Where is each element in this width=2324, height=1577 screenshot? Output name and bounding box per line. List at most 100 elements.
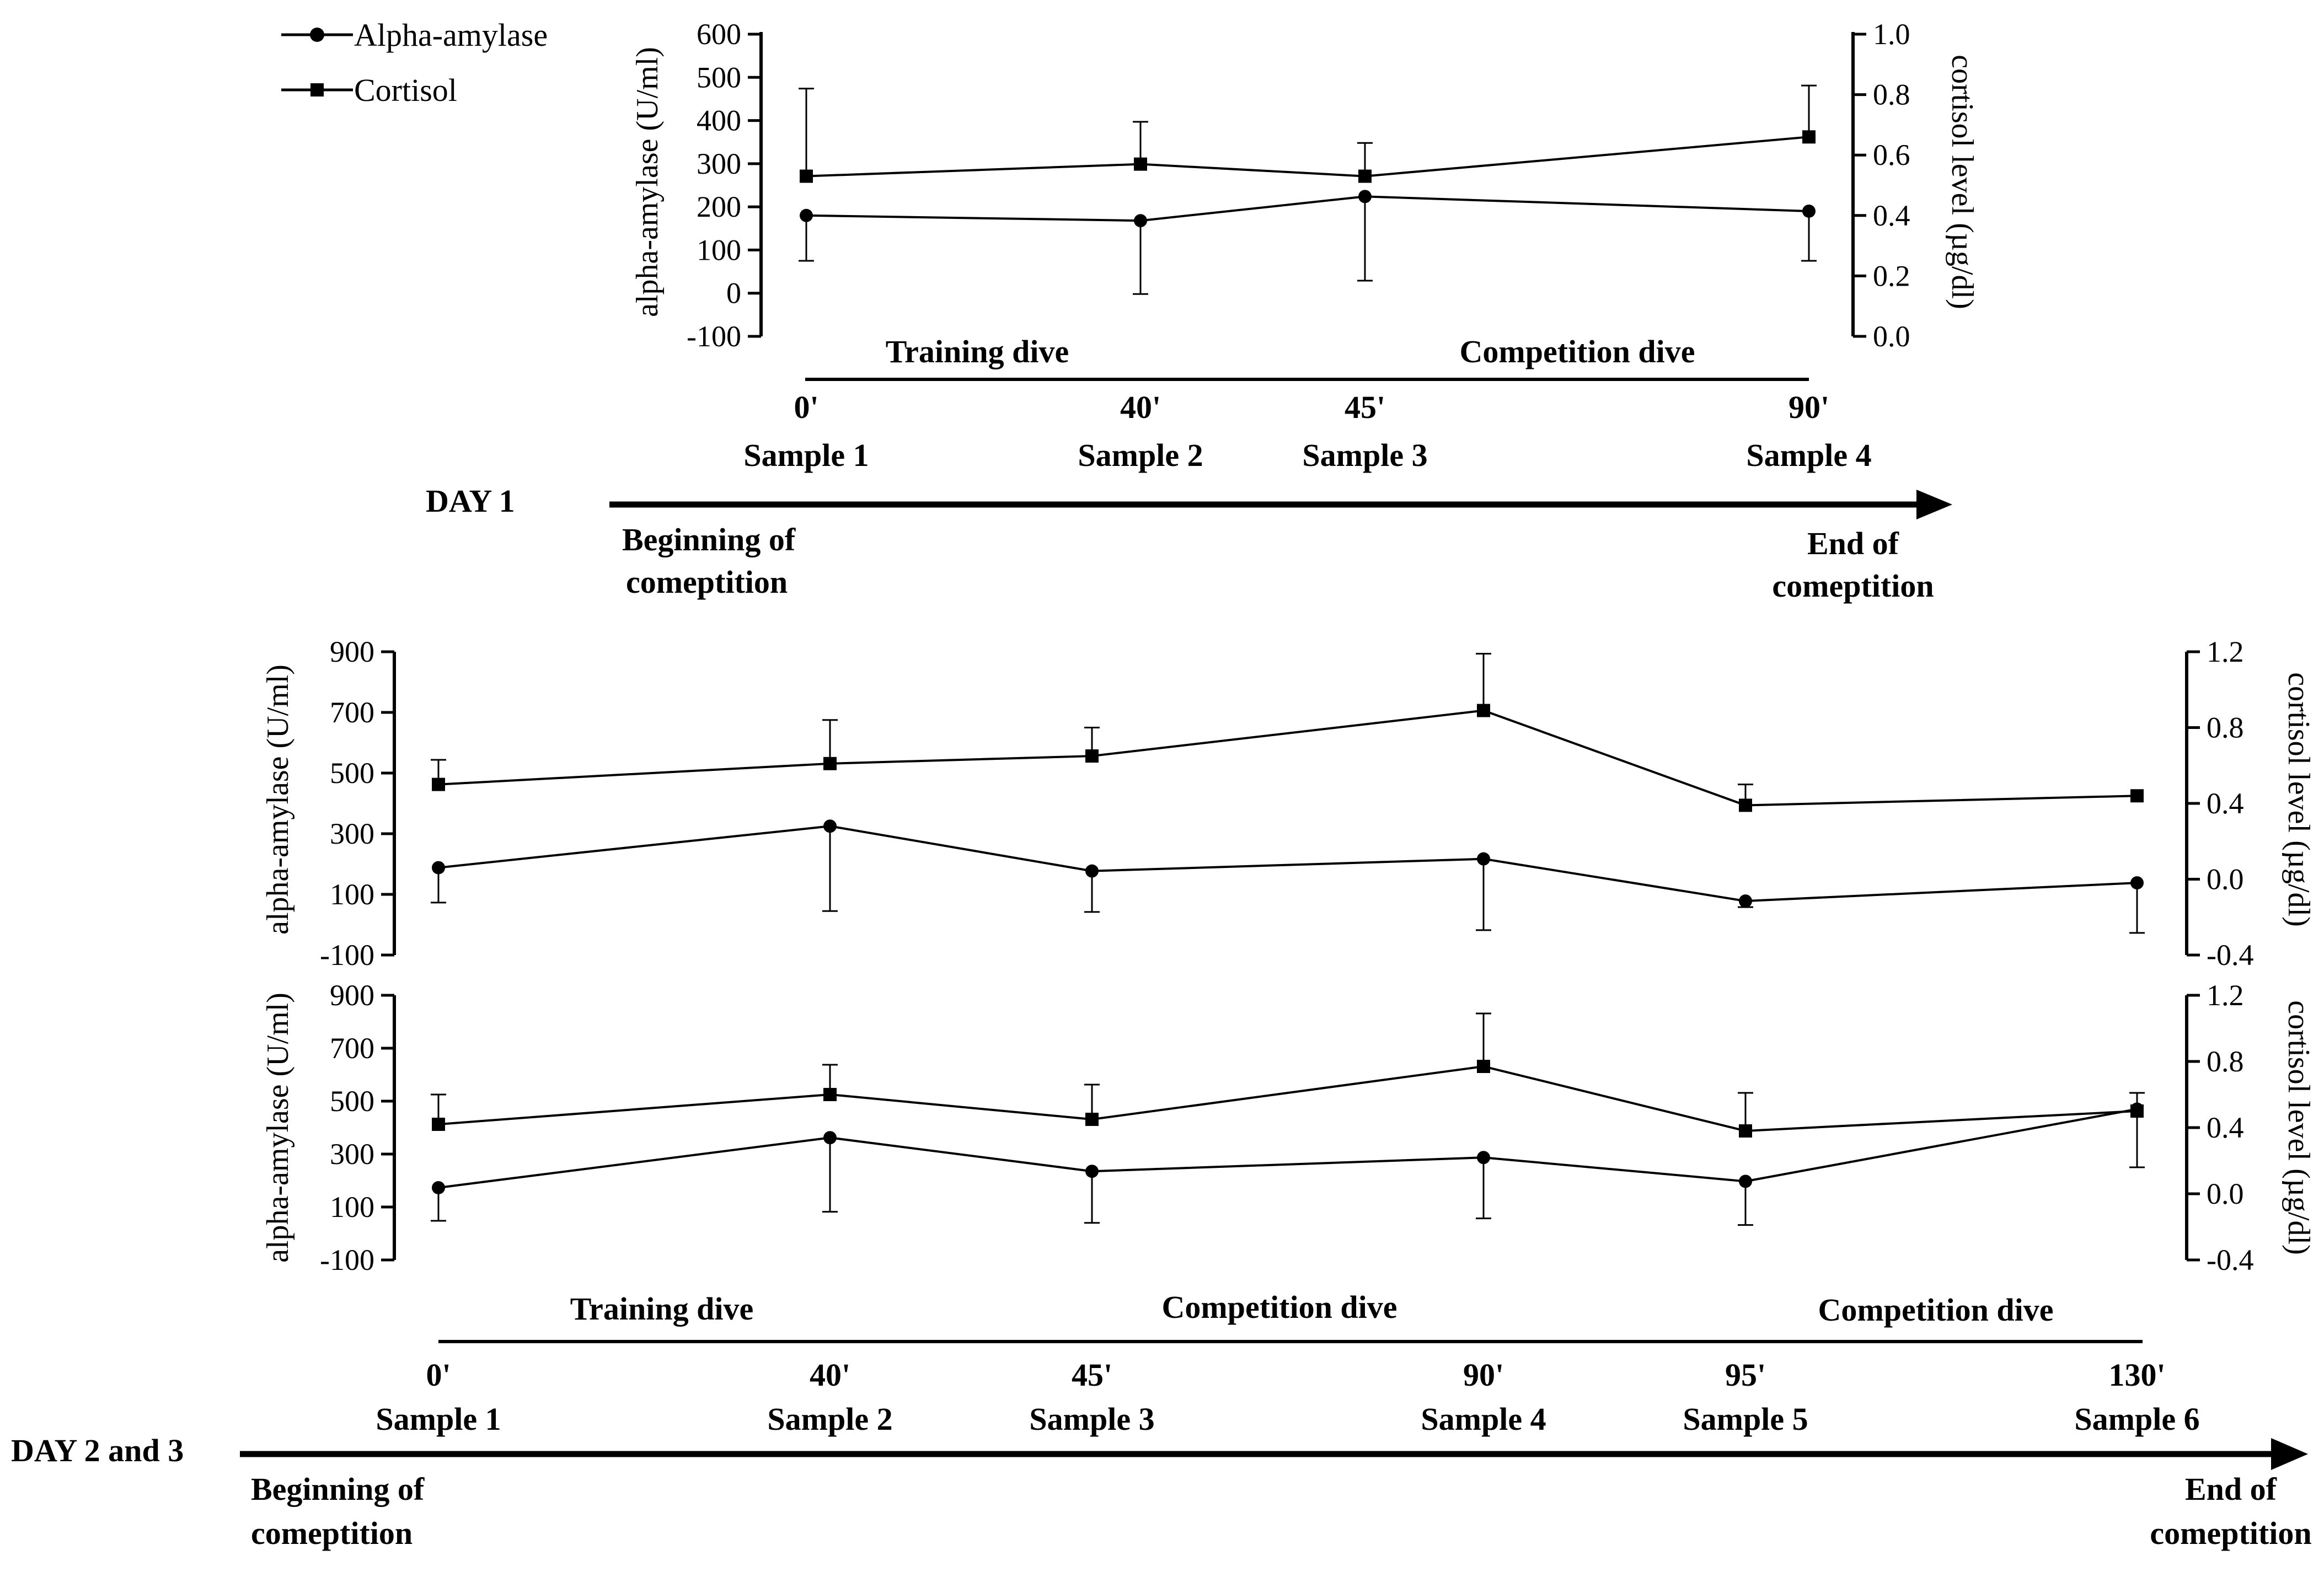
day2-left-tick-label-5: -100 <box>320 938 374 972</box>
day2-cortisol-point-1 <box>823 757 837 770</box>
day2-panel: 900 700 500 300 100 -100 1.2 0.8 0.4 0.0 -0.4 alp… <box>261 635 2316 972</box>
day2-alpha-point-0 <box>432 861 445 875</box>
day3-left-tick-label-4: 100 <box>330 1190 374 1224</box>
day2-left-tick-label-2: 500 <box>330 757 374 790</box>
day1-start-line-2: comeptition <box>626 564 788 600</box>
day3-left-tick-label-2: 500 <box>330 1085 374 1118</box>
day3-right-tick-label-3: 0.0 <box>2207 1177 2244 1210</box>
day1-left-tick-label-2: 400 <box>697 104 741 137</box>
day1-right-tick-label-2: 0.6 <box>1873 138 1910 171</box>
day2-cortisol-point-5 <box>2130 789 2144 803</box>
day2-right-tick-label-2: 0.4 <box>2207 787 2244 820</box>
day3-time-label-2: 45' <box>1072 1357 1112 1393</box>
day2-alpha-point-4 <box>1739 894 1752 908</box>
day1-alpha-line <box>806 195 1809 222</box>
day1-time-label-3: 90' <box>1788 389 1829 425</box>
day1-ylabel-right: cortisol level (µg/dl) <box>1945 55 1979 309</box>
day2-alpha-point-3 <box>1477 852 1490 866</box>
day2-cortisol-line <box>438 709 2138 807</box>
legend-alpha-label: Alpha-amylase <box>354 17 548 53</box>
day2-left-tick-label-0: 900 <box>330 635 374 668</box>
day1-start-line-1: Beginning of <box>622 522 796 557</box>
day3-cortisol-point-5 <box>2130 1104 2144 1118</box>
day2-right-tick-label-3: 0.0 <box>2207 863 2244 896</box>
day2-alpha-point-5 <box>2130 876 2144 890</box>
day3-time-label-4: 95' <box>1725 1357 1766 1393</box>
day2-right-tick-label-0: 1.2 <box>2207 635 2244 668</box>
day2-cortisol-point-3 <box>1477 704 1490 717</box>
day3-ylabel-right: cortisol level (µg/dl) <box>2282 1000 2316 1254</box>
day1-right-tick-label-5: 0.0 <box>1873 320 1910 353</box>
day3-end-line-2: comeptition <box>2150 1515 2311 1551</box>
day2-ylabel-right: cortisol level (µg/dl) <box>2282 672 2316 926</box>
day1-cortisol-line <box>806 136 1809 178</box>
day1-phase-training: Training dive <box>886 334 1069 369</box>
day2-right-tick-label-1: 0.8 <box>2207 711 2244 744</box>
day1-arrowhead <box>1916 490 1952 519</box>
day3-left-tick-label-5: -100 <box>320 1243 374 1276</box>
day2-left-tick-label-3: 300 <box>330 817 374 850</box>
day3-cortisol-point-1 <box>823 1088 837 1101</box>
day1-left-tick-label-5: 100 <box>697 233 741 266</box>
day2-cortisol-point-0 <box>432 777 445 791</box>
day1-right-tick-label-1: 0.8 <box>1873 78 1910 111</box>
day2-alpha-point-1 <box>823 819 837 833</box>
day3-sample-label-2: Sample 3 <box>1029 1401 1154 1437</box>
day3-right-tick-label-2: 0.4 <box>2207 1111 2244 1144</box>
day1-sample-label-1: Sample 2 <box>1078 437 1203 473</box>
day1-cortisol-point-3 <box>1802 130 1816 144</box>
legend: Alpha-amylase Cortisol <box>281 17 548 108</box>
day3-time-label-5: 130' <box>2108 1357 2165 1393</box>
day1-panel: 600 500 400 300 200 100 0 -100 1.0 0.8 0.6 0.4 0.2 0… <box>426 18 1979 604</box>
day3-left-tick-label-1: 700 <box>330 1032 374 1065</box>
legend-cortisol-marker <box>310 83 324 96</box>
day1-left-tick-label-6: 0 <box>726 277 741 310</box>
day3-cortisol-point-0 <box>432 1118 445 1131</box>
day3-phase-training: Training dive <box>570 1291 753 1327</box>
day2-left-tick-label-1: 700 <box>330 696 374 729</box>
day3-time-label-3: 90' <box>1463 1357 1504 1393</box>
day3-alpha-point-1 <box>823 1131 837 1145</box>
day3-alpha-point-3 <box>1477 1151 1490 1165</box>
day3-cortisol-point-4 <box>1739 1124 1752 1138</box>
day1-time-label-2: 45' <box>1345 389 1385 425</box>
day3-sample-label-0: Sample 1 <box>376 1401 501 1437</box>
day3-time-label-0: 0' <box>426 1357 451 1393</box>
legend-cortisol-label: Cortisol <box>354 72 457 108</box>
day2-left-tick-label-4: 100 <box>330 878 374 911</box>
day1-cortisol-point-0 <box>800 169 813 183</box>
day1-right-tick-label-4: 0.2 <box>1873 259 1910 292</box>
day1-alpha-point-0 <box>800 208 813 222</box>
day3-sample-label-5: Sample 6 <box>2074 1401 2199 1437</box>
day3-left-tick-label-0: 900 <box>330 979 374 1012</box>
day3-sample-label-1: Sample 2 <box>767 1401 892 1437</box>
day3-sample-label-3: Sample 4 <box>1421 1401 1546 1437</box>
day1-alpha-point-2 <box>1358 190 1372 203</box>
day3-right-tick-label-4: -0.4 <box>2207 1243 2253 1276</box>
day2-cortisol-point-2 <box>1085 749 1099 763</box>
day3-start-line-1: Beginning of <box>251 1471 425 1507</box>
day3-end-line-1: End of <box>2185 1471 2277 1507</box>
day1-time-label-0: 0' <box>794 389 818 425</box>
day1-right-tick-label-3: 0.4 <box>1873 199 1910 232</box>
day1-sample-label-2: Sample 3 <box>1302 437 1427 473</box>
day2-cortisol-point-4 <box>1739 798 1752 812</box>
day3-phase-competition-2: Competition dive <box>1818 1292 2054 1328</box>
day2-ylabel-left: alpha-amylase (U/ml) <box>261 664 295 935</box>
day1-time-label-1: 40' <box>1120 389 1161 425</box>
day1-phase-competition: Competition dive <box>1460 334 1695 369</box>
day3-cortisol-line <box>438 1065 2138 1133</box>
day2-alpha-line <box>438 825 2138 903</box>
day1-left-tick-label-1: 500 <box>697 61 741 94</box>
day1-right-tick-label-0: 1.0 <box>1873 18 1910 51</box>
day1-end-line-2: comeptition <box>1772 568 1934 604</box>
day1-sample-label-0: Sample 1 <box>743 437 869 473</box>
day3-right-tick-label-1: 0.8 <box>2207 1045 2244 1078</box>
day1-left-tick-label-3: 300 <box>697 147 741 180</box>
day3-right-tick-label-0: 1.2 <box>2207 979 2244 1012</box>
day3-alpha-point-0 <box>432 1181 445 1194</box>
day3-left-tick-label-3: 300 <box>330 1138 374 1171</box>
day1-day-label: DAY 1 <box>426 483 515 519</box>
day1-alpha-point-1 <box>1134 214 1147 228</box>
